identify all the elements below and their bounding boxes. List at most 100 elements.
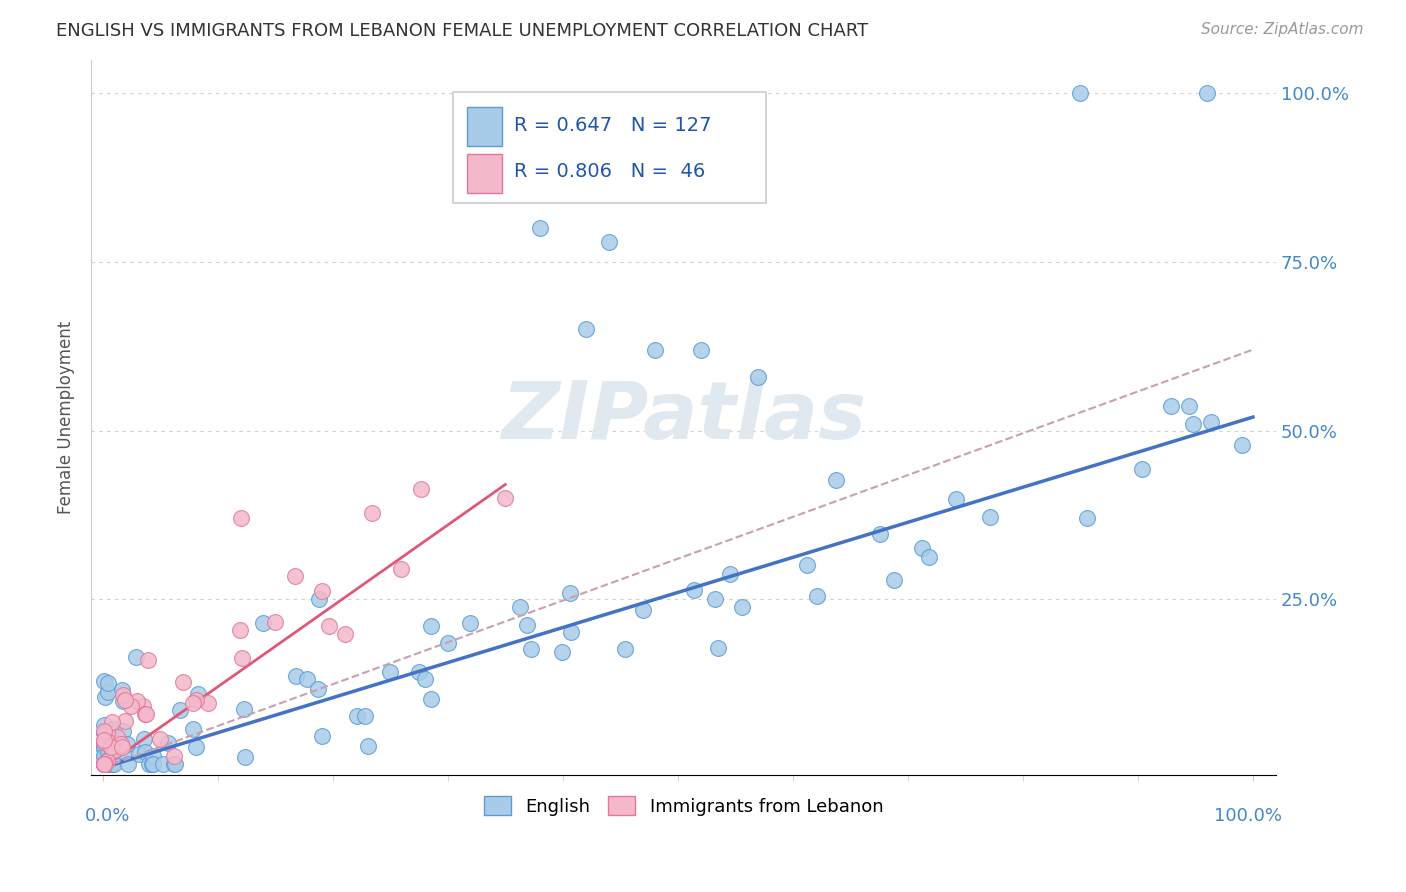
- Point: [93, 732, 115, 747]
- Point: [93, 757, 115, 772]
- Point: [644, 343, 666, 357]
- Point: [411, 482, 433, 496]
- Point: [93, 742, 115, 756]
- Point: [142, 757, 165, 772]
- Point: [101, 757, 124, 772]
- Point: [93, 757, 115, 772]
- Point: [93, 735, 115, 749]
- Point: [93, 757, 115, 772]
- Point: [252, 615, 274, 630]
- Point: [96, 754, 118, 768]
- Point: [93, 757, 115, 772]
- Point: [93, 757, 115, 772]
- Point: [114, 714, 136, 728]
- Point: [93, 725, 115, 739]
- Point: [103, 757, 125, 772]
- Point: [263, 615, 285, 630]
- Point: [408, 665, 430, 679]
- Point: [96, 734, 118, 748]
- Point: [707, 640, 730, 655]
- Point: [136, 653, 159, 667]
- Point: [311, 729, 333, 743]
- Point: [135, 707, 157, 722]
- Point: [163, 749, 186, 764]
- Point: [97, 685, 120, 699]
- FancyBboxPatch shape: [453, 92, 766, 202]
- Point: [93, 757, 115, 772]
- Point: [93, 674, 115, 689]
- Point: [93, 757, 115, 772]
- Point: [93, 733, 115, 747]
- Text: 0.0%: 0.0%: [86, 806, 131, 825]
- Point: [1230, 437, 1253, 451]
- Point: [378, 665, 401, 679]
- Point: [869, 526, 891, 541]
- Point: [132, 699, 155, 714]
- Point: [1178, 399, 1201, 413]
- Point: [97, 757, 120, 772]
- Point: [598, 235, 620, 249]
- Point: [94, 733, 117, 747]
- Point: [1181, 417, 1204, 431]
- Legend: English, Immigrants from Lebanon: English, Immigrants from Lebanon: [477, 789, 890, 822]
- Point: [307, 682, 329, 697]
- Point: [148, 732, 170, 747]
- Point: [100, 739, 122, 754]
- Point: [529, 221, 551, 235]
- Point: [97, 739, 120, 753]
- Point: [98, 729, 121, 743]
- Point: [111, 688, 134, 702]
- Point: [114, 693, 136, 707]
- Point: [413, 672, 436, 686]
- Point: [633, 602, 655, 616]
- Point: [96, 737, 118, 751]
- Point: [181, 722, 204, 736]
- Point: [105, 731, 128, 745]
- Text: R = 0.806   N =  46: R = 0.806 N = 46: [515, 162, 706, 181]
- Point: [169, 703, 191, 717]
- Point: [128, 747, 150, 761]
- Point: [747, 369, 769, 384]
- Text: ZIPatlas: ZIPatlas: [501, 378, 866, 456]
- Point: [93, 757, 115, 772]
- Point: [93, 757, 115, 772]
- Point: [93, 757, 115, 772]
- Bar: [467, 153, 502, 193]
- Point: [420, 692, 443, 706]
- Point: [354, 708, 377, 723]
- Point: [93, 757, 115, 772]
- Point: [93, 757, 115, 772]
- Point: [93, 757, 115, 772]
- Point: [93, 749, 115, 764]
- Point: [1069, 87, 1091, 101]
- Point: [308, 591, 330, 606]
- Point: [613, 642, 636, 657]
- Point: [100, 751, 122, 765]
- Point: [96, 757, 118, 772]
- Point: [172, 675, 194, 690]
- Point: [311, 583, 333, 598]
- Y-axis label: Female Unemployment: Female Unemployment: [58, 320, 75, 514]
- Point: [346, 709, 368, 723]
- Point: [494, 491, 516, 505]
- Point: [284, 669, 307, 683]
- Point: [1195, 87, 1218, 101]
- Point: [283, 568, 305, 582]
- Point: [141, 757, 163, 772]
- Point: [186, 693, 208, 707]
- Point: [229, 623, 252, 637]
- Point: [389, 562, 412, 576]
- Point: [187, 687, 209, 701]
- Point: [360, 506, 382, 520]
- Point: [93, 757, 115, 772]
- Point: [94, 690, 117, 704]
- Point: [100, 757, 122, 772]
- Point: [979, 510, 1001, 524]
- Point: [132, 732, 155, 747]
- Point: [98, 752, 121, 766]
- Point: [460, 615, 482, 630]
- Point: [824, 474, 846, 488]
- Point: [420, 619, 443, 633]
- Point: [558, 586, 581, 600]
- Point: [918, 549, 941, 564]
